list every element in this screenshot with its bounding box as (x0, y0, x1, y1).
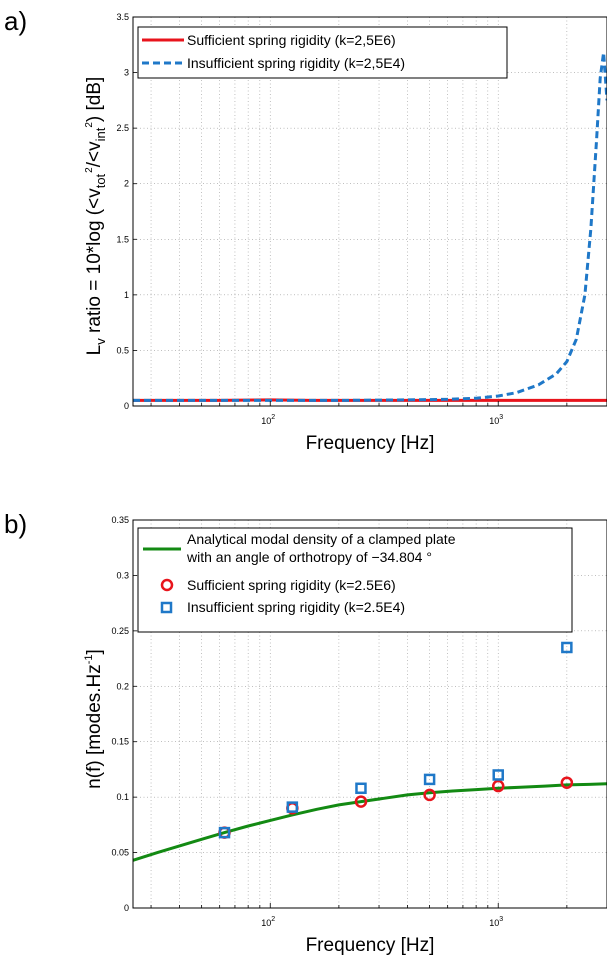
y-tick-label: 0.2 (116, 681, 129, 691)
plot-frame-a (132, 16, 607, 407)
y-tick-label: 2.5 (116, 123, 129, 133)
x-tick-label: 103 (489, 414, 503, 426)
y-tick-label: 0 (124, 401, 129, 411)
y-tick-label: 0.3 (116, 570, 129, 580)
data-point-insufficient (355, 782, 367, 795)
series-line-0-0 (133, 398, 607, 402)
ylabel-a-mid: /<v (84, 141, 105, 167)
y-tick-label: 0.15 (111, 737, 129, 747)
plot-frame-b (132, 519, 607, 909)
ticks-b: 0 0.05 0.1 0.15 0.2 0.25 0.3 0.35 102 103 (111, 515, 568, 928)
legend-b-marker-insufficient (160, 601, 173, 614)
data-point-insufficient (492, 769, 504, 781)
ylabel-b-end: ] (84, 649, 105, 654)
legend-a-text-sufficient: Sufficient spring rigidity (k=2,5E6) (187, 32, 396, 48)
legend-b-text-insufficient: Insufficient spring rigidity (k=2.5E4) (187, 599, 405, 615)
ticks-a: 0 0.5 1 1.5 2 2.5 3 3.5 102 103 (116, 12, 568, 426)
ylabel-b-main: n(f) [modes.Hz (84, 664, 105, 789)
data-point-sufficient (560, 776, 574, 789)
ylabel-a-sub-tot: tot (93, 173, 108, 188)
x-axis-label-b: Frequency [Hz] (306, 935, 435, 956)
x-tick-label: 103 (489, 916, 503, 928)
x-tick-label: 102 (261, 414, 275, 426)
series-line-0-1 (133, 51, 607, 402)
y-tick-label: 2 (124, 179, 129, 189)
y-tick-label: 0.35 (111, 515, 129, 525)
legend-a-text-insufficient: Insufficient spring rigidity (k=2,5E4) (187, 55, 405, 71)
y-tick-label: 1 (124, 290, 129, 300)
data-point-insufficient (218, 826, 231, 839)
ylabel-a-ratio: ratio = 10*log (<v (84, 188, 105, 338)
data-point-insufficient (561, 641, 573, 654)
data-point-insufficient (286, 801, 299, 813)
legend-b-text-sufficient: Sufficient spring rigidity (k=2.5E6) (187, 577, 396, 593)
panel-a-letter: a) (4, 6, 27, 36)
legend-b-marker-sufficient (160, 578, 174, 592)
y-tick-label: 0.05 (111, 848, 129, 858)
y-tick-label: 1.5 (116, 234, 129, 244)
data-point-insufficient (423, 773, 436, 786)
ylabel-a-sub-int: int (93, 127, 108, 141)
legend-b: Analytical modal density of a clamped pl… (137, 527, 573, 633)
y-tick-label: 0.1 (116, 792, 129, 802)
y-tick-label: 3.5 (116, 12, 129, 22)
data-point-sufficient (423, 788, 436, 802)
chart-panel-a: a) 0 0.5 1 1.5 2 2.5 3 3.5 102 103 Frequency [Hz]… (4, 6, 607, 454)
series-b (132, 641, 607, 862)
data-point-sufficient (354, 795, 368, 808)
x-axis-label-a: Frequency [Hz] (306, 433, 435, 454)
y-tick-label: 0.25 (111, 626, 129, 636)
ylabel-b-sup: -1 (83, 654, 95, 664)
legend-b-box (137, 527, 573, 633)
ylabel-a-main: L (84, 345, 105, 356)
y-axis-label-b: n(f) [modes.Hz-1] (83, 649, 105, 789)
series-line-1-0 (132, 782, 607, 862)
panel-b-letter: b) (4, 509, 27, 539)
legend-a: Sufficient spring rigidity (k=2,5E6) Ins… (137, 26, 508, 79)
series-a (133, 51, 607, 402)
chart-panel-b: b) 0 0.05 0.1 0.15 0.2 0.25 0.3 0.35 102 103 Freq… (4, 509, 607, 956)
data-point-sufficient (491, 779, 505, 793)
y-tick-label: 0 (124, 903, 129, 913)
ylabel-a-sub-v: v (93, 338, 108, 345)
x-tick-label: 102 (261, 916, 275, 928)
legend-b-text-analytical-1: Analytical modal density of a clamped pl… (187, 531, 456, 547)
y-tick-label: 0.5 (116, 345, 129, 355)
legend-a-box (137, 26, 508, 79)
ylabel-a-sup-2a: 2 (84, 167, 95, 173)
legend-b-text-analytical-2: with an angle of orthotropy of −34.804 ° (186, 549, 432, 565)
ylabel-a-sup-2b: 2 (84, 122, 95, 128)
y-axis-label-a: Lv ratio = 10*log (<vtot2/<vint2) [dB] (84, 77, 108, 356)
ylabel-a-end: ) [dB] (84, 77, 105, 122)
y-tick-label: 3 (124, 68, 129, 78)
